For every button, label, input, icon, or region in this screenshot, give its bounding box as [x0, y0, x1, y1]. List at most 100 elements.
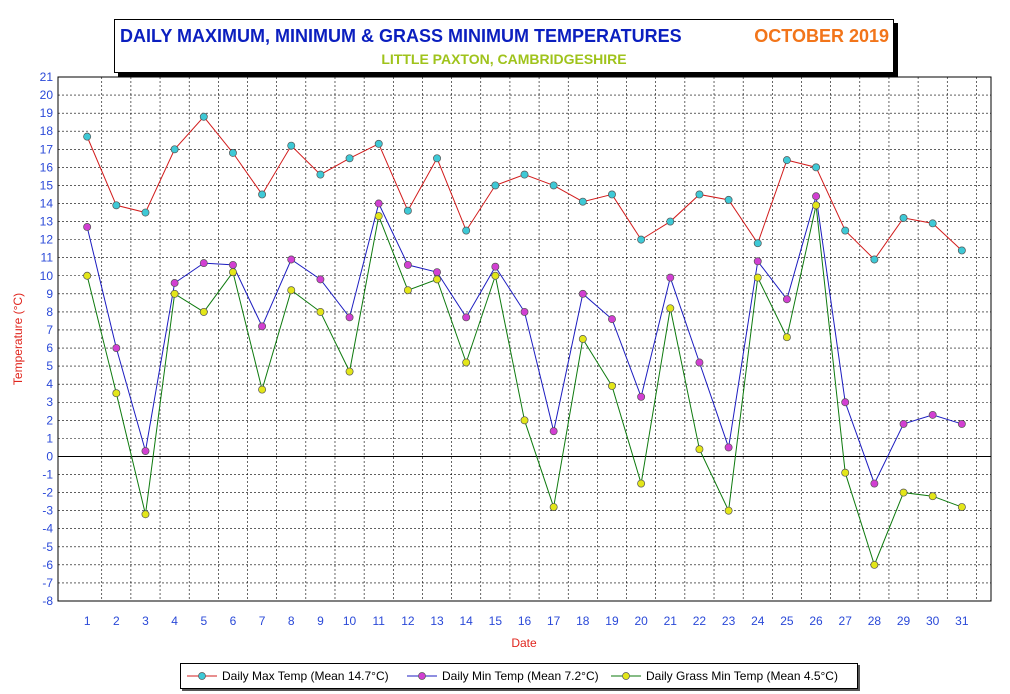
y-tick-label: 20: [40, 88, 54, 102]
series-3-point: [578, 335, 587, 343]
series-2-point: [695, 358, 704, 367]
series-1-point: [899, 213, 908, 222]
y-tick-label: 8: [46, 305, 53, 319]
series-3-point: [782, 333, 791, 342]
x-tick-label: 28: [868, 614, 882, 628]
series-2-point: [782, 295, 791, 304]
x-tick-label: 25: [780, 614, 794, 628]
series-3-point: [928, 492, 937, 501]
y-tick-label: 18: [40, 124, 54, 138]
series-3-point: [287, 286, 296, 295]
x-tick-label: 23: [722, 614, 736, 628]
chart-subtitle: LITTLE PAXTON, CAMBRIDGESHIRE: [381, 51, 627, 67]
x-tick-labels: 1 2 3 4 5 6 7 8 9 10 11 12 13 14 15 16 17 18 19 20 21 22 23 24 2…: [84, 614, 969, 628]
series-3-point: [724, 506, 733, 515]
y-tick-label: 1: [46, 431, 53, 445]
x-tick-label: 14: [460, 614, 474, 628]
legend-item-min: Daily Min Temp (Mean 7.2°C): [407, 664, 599, 688]
series-1-point: [841, 226, 850, 235]
series-1-point: [170, 145, 179, 154]
series-1-point: [782, 156, 791, 165]
series-3-point: [316, 307, 325, 316]
series-3-point: [841, 468, 850, 477]
series-2-point: [870, 479, 879, 488]
series-2-point: [666, 273, 675, 282]
series-1-point: [695, 190, 704, 199]
y-tick-label: -7: [42, 576, 53, 590]
y-tick-label: 16: [40, 160, 54, 174]
y-tick-label: 12: [40, 233, 54, 247]
y-tick-label: -5: [42, 540, 53, 554]
series-2-point: [841, 398, 850, 407]
y-tick-label: 19: [40, 106, 54, 120]
series-3-point: [228, 268, 237, 277]
legend-max-swatch: [187, 672, 217, 680]
series-3-point: [491, 271, 500, 280]
y-tick-label: 14: [40, 196, 54, 210]
y-tick-label: -2: [42, 486, 53, 500]
x-tick-label: 8: [288, 614, 295, 628]
series-1-point: [316, 170, 325, 179]
y-tick-label: 21: [40, 70, 54, 84]
series-3-point: [637, 479, 646, 488]
x-tick-label: 7: [259, 614, 266, 628]
series-2-point: [899, 419, 908, 428]
series-2-point: [228, 260, 237, 269]
series-2-point: [812, 192, 821, 201]
series-2-point: [374, 199, 383, 208]
x-tick-label: 29: [897, 614, 911, 628]
chart-month: OCTOBER 2019: [754, 26, 889, 46]
x-axis-label: Date: [511, 636, 537, 650]
y-tick-label: 10: [40, 269, 54, 283]
series-3-point: [520, 416, 529, 425]
series-2-point: [928, 410, 937, 419]
series-3-point: [112, 389, 121, 398]
series-1-point: [258, 190, 267, 199]
x-tick-label: 9: [317, 614, 324, 628]
series-1-point: [957, 246, 966, 255]
series-1-point: [433, 154, 441, 163]
series-2-point: [199, 259, 208, 268]
series-2-point: [141, 447, 150, 455]
series-1-point: [199, 112, 208, 121]
series-1-point: [462, 226, 471, 235]
series-1-point: [724, 195, 733, 204]
series-2-point: [520, 307, 529, 316]
x-tick-label: 12: [401, 614, 415, 628]
y-tick-label: 9: [46, 287, 53, 301]
legend-min-swatch: [407, 672, 437, 680]
x-tick-label: 18: [576, 614, 590, 628]
legend-label-grass: Daily Grass Min Temp (Mean 4.5°C): [646, 669, 838, 683]
series-3-point: [141, 510, 150, 519]
series-1-point: [549, 181, 558, 190]
series-2-point: [258, 322, 267, 331]
y-tick-label: 11: [41, 251, 54, 265]
x-tick-label: 3: [142, 614, 149, 628]
y-tick-label: 7: [46, 323, 53, 337]
y-tick-label: -6: [42, 558, 53, 572]
y-axis-label: Temperature (°C): [11, 293, 25, 385]
series-2-point: [433, 268, 441, 277]
x-tick-label: 26: [809, 614, 823, 628]
series-3-point: [899, 488, 908, 497]
x-tick-label: 24: [751, 614, 765, 628]
series-2-point: [112, 344, 121, 352]
series-2-point: [724, 443, 733, 452]
series-1-point: [812, 163, 821, 172]
series-2-point: [957, 419, 966, 428]
series-2-point: [578, 289, 587, 298]
y-tick-label: 5: [46, 359, 53, 373]
x-tick-label: 21: [664, 614, 678, 628]
series-2-point: [608, 315, 616, 324]
x-tick-label: 13: [430, 614, 444, 628]
series-1-point: [666, 217, 675, 226]
x-tick-label: 30: [926, 614, 940, 628]
x-tick-label: 4: [171, 614, 178, 628]
x-tick-label: 15: [489, 614, 503, 628]
series-3-point: [462, 358, 471, 367]
series-1-point: [403, 206, 412, 215]
series-1-point: [112, 201, 121, 210]
y-tick-label: 15: [40, 178, 54, 192]
x-tick-label: 31: [955, 614, 969, 628]
